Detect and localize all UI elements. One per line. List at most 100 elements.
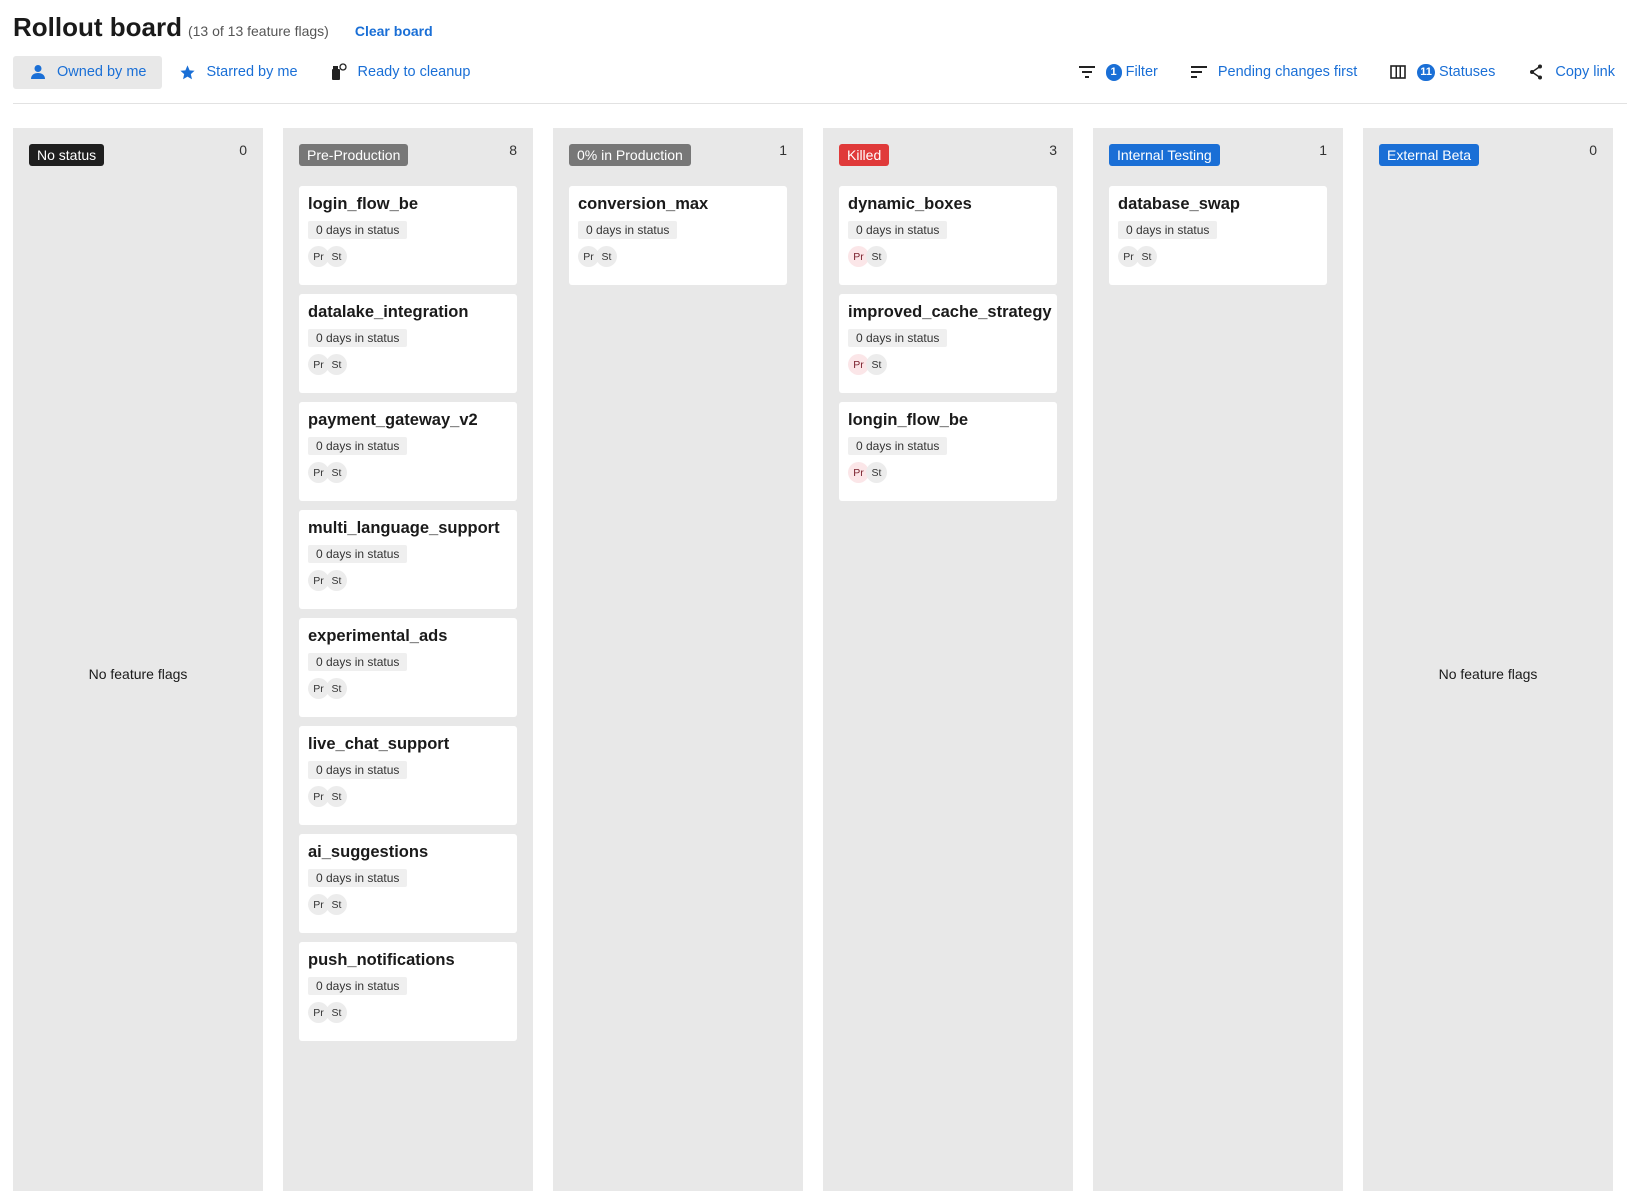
starred-by-me-label: Starred by me xyxy=(206,64,298,80)
environment-avatars: Pr St xyxy=(848,246,1048,267)
flag-name[interactable]: datalake_integration xyxy=(308,303,469,321)
flag-card[interactable]: push_notifications 0 days in status Pr St xyxy=(299,942,517,1041)
flag-card[interactable]: longin_flow_be 0 days in status Pr St xyxy=(839,402,1057,501)
days-in-status: 0 days in status xyxy=(308,437,408,455)
flag-card[interactable]: multi_language_support 0 days in status Pr… xyxy=(299,510,517,609)
environment-avatar: St xyxy=(326,462,347,483)
owned-by-me-label: Owned by me xyxy=(57,64,147,80)
environment-avatar: St xyxy=(326,786,347,807)
flag-name[interactable]: payment_gateway_v2 xyxy=(308,411,478,429)
status-tag: 0% in Production xyxy=(569,144,691,166)
starred-by-me-button[interactable]: Starred by me xyxy=(162,56,313,89)
environment-avatar: Pr xyxy=(308,894,329,915)
environment-avatar: Pr xyxy=(308,570,329,591)
filter-button[interactable]: 1 Filter xyxy=(1062,56,1174,89)
flag-name[interactable]: longin_flow_be xyxy=(848,411,969,429)
column-count: 1 xyxy=(779,142,787,158)
days-in-status: 0 days in status xyxy=(308,221,408,239)
days-in-status: 0 days in status xyxy=(308,869,408,887)
environment-avatar: St xyxy=(1136,246,1157,267)
flag-card[interactable]: experimental_ads 0 days in status Pr St xyxy=(299,618,517,717)
column-count: 3 xyxy=(1049,142,1057,158)
environment-avatar: Pr xyxy=(308,462,329,483)
spray-icon xyxy=(330,63,348,81)
flag-card[interactable]: improved_cache_strategy 0 days in status P… xyxy=(839,294,1057,393)
status-tag: Pre-Production xyxy=(299,144,409,166)
environment-avatars: Pr St xyxy=(578,246,778,267)
environment-avatar: Pr xyxy=(578,246,599,267)
status-column: Killed 3 dynamic_boxes 0 days in status Pr St… xyxy=(823,128,1073,1191)
flag-card[interactable]: database_swap 0 days in status Pr St xyxy=(1109,186,1327,285)
status-column: 0% in Production 1 conversion_max 0 days in… xyxy=(553,128,803,1191)
environment-avatars: Pr St xyxy=(308,246,508,267)
flag-name[interactable]: login_flow_be xyxy=(308,195,419,213)
flag-card[interactable]: payment_gateway_v2 0 days in status Pr St xyxy=(299,402,517,501)
status-column: Internal Testing 1 database_swap 0 days in … xyxy=(1093,128,1343,1191)
sort-label: Pending changes first xyxy=(1217,64,1358,80)
flag-name[interactable]: push_notifications xyxy=(308,951,455,969)
flag-card[interactable]: login_flow_be 0 days in status Pr St xyxy=(299,186,517,285)
environment-avatar: St xyxy=(326,894,347,915)
flag-name[interactable]: live_chat_support xyxy=(308,735,450,753)
empty-column-message: No feature flags xyxy=(1438,666,1538,682)
flag-card[interactable]: live_chat_support 0 days in status Pr St xyxy=(299,726,517,825)
environment-avatar: St xyxy=(326,1002,347,1023)
environment-avatar: Pr xyxy=(308,1002,329,1023)
environment-avatar: Pr xyxy=(848,354,869,375)
toolbar: Owned by me Starred by me Ready to clean… xyxy=(13,55,1619,89)
column-count: 0 xyxy=(239,142,247,158)
status-column: External Beta 0 No feature flags xyxy=(1363,128,1613,1191)
ready-to-cleanup-button[interactable]: Ready to cleanup xyxy=(314,56,487,89)
sort-button[interactable]: Pending changes first xyxy=(1174,56,1373,89)
flag-card[interactable]: ai_suggestions 0 days in status Pr St xyxy=(299,834,517,933)
environment-avatars: Pr St xyxy=(308,1002,508,1023)
status-tag: External Beta xyxy=(1379,144,1480,166)
days-in-status: 0 days in status xyxy=(848,329,948,347)
environment-avatar: St xyxy=(596,246,617,267)
status-tag: Internal Testing xyxy=(1109,144,1220,166)
environment-avatars: Pr St xyxy=(308,570,508,591)
column-header: Pre-Production 8 xyxy=(299,142,517,186)
column-header: Killed 3 xyxy=(839,142,1057,186)
days-in-status: 0 days in status xyxy=(848,221,948,239)
owned-by-me-button[interactable]: Owned by me xyxy=(13,55,163,89)
ready-to-cleanup-label: Ready to cleanup xyxy=(357,64,471,80)
column-count: 8 xyxy=(509,142,517,158)
environment-avatar: Pr xyxy=(308,678,329,699)
environment-avatars: Pr St xyxy=(308,786,508,807)
filter-label: Filter xyxy=(1125,64,1158,80)
flag-card[interactable]: dynamic_boxes 0 days in status Pr St xyxy=(839,186,1057,285)
environment-avatars: Pr St xyxy=(848,462,1048,483)
flag-card[interactable]: datalake_integration 0 days in status Pr St xyxy=(299,294,517,393)
column-header: External Beta 0 xyxy=(1379,142,1597,186)
status-tag: Killed xyxy=(839,144,890,166)
environment-avatar: St xyxy=(326,246,347,267)
flag-name[interactable]: ai_suggestions xyxy=(308,843,429,861)
flag-name[interactable]: experimental_ads xyxy=(308,627,448,645)
days-in-status: 0 days in status xyxy=(848,437,948,455)
copy-link-label: Copy link xyxy=(1555,64,1615,80)
flag-card[interactable]: conversion_max 0 days in status Pr St xyxy=(569,186,787,285)
column-count: 1 xyxy=(1319,142,1327,158)
environment-avatar: Pr xyxy=(848,462,869,483)
statuses-button[interactable]: 11 Statuses xyxy=(1373,56,1511,89)
environment-avatars: Pr St xyxy=(308,462,508,483)
days-in-status: 0 days in status xyxy=(308,545,408,563)
flag-name[interactable]: multi_language_support xyxy=(308,519,500,537)
days-in-status: 0 days in status xyxy=(308,977,408,995)
flag-count: (13 of 13 feature flags) xyxy=(187,23,329,39)
empty-column-message: No feature flags xyxy=(88,666,188,682)
column-header: Internal Testing 1 xyxy=(1109,142,1327,186)
copy-link-button[interactable]: Copy link xyxy=(1511,56,1619,89)
environment-avatar: Pr xyxy=(308,354,329,375)
flag-name[interactable]: database_swap xyxy=(1118,195,1240,213)
environment-avatar: St xyxy=(326,570,347,591)
environment-avatar: Pr xyxy=(308,246,329,267)
flag-name[interactable]: improved_cache_strategy xyxy=(848,303,1052,321)
flag-name[interactable]: dynamic_boxes xyxy=(848,195,972,213)
flag-name[interactable]: conversion_max xyxy=(578,195,709,213)
person-icon xyxy=(29,63,47,81)
environment-avatar: St xyxy=(326,354,347,375)
clear-board-button[interactable]: Clear board xyxy=(354,23,433,39)
page-title: Rollout board xyxy=(13,12,182,42)
